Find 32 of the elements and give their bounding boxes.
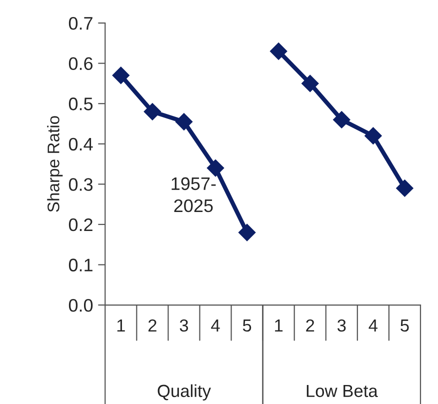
y-tick-label: 0.6: [68, 57, 93, 70]
x-tick-label: 1: [117, 320, 125, 332]
point: [302, 74, 319, 92]
x-tick-label: 3: [180, 319, 188, 332]
text: Low Beta: [306, 384, 378, 398]
x-tick-label: 4: [211, 320, 220, 332]
annotation: 1957- 2025: [172, 177, 216, 212]
point: [144, 103, 161, 120]
y-tick-label: 0.1: [68, 258, 92, 272]
point: [238, 224, 256, 242]
x-tick-label: 5: [400, 320, 409, 332]
x-tick-label: 2: [148, 319, 156, 332]
point: [175, 113, 193, 130]
point: [112, 66, 130, 84]
x-tick-label: 5: [242, 320, 252, 332]
point: [270, 42, 288, 60]
x-tick-label: 4: [368, 320, 378, 332]
y-tick-label: 0.3: [68, 178, 93, 191]
point: [206, 160, 224, 177]
y-tick-label: 0.5: [68, 98, 93, 110]
y-tick-label: 0.7: [68, 16, 92, 30]
point: [364, 127, 382, 144]
point: [396, 180, 414, 197]
y-tick-label: 0.0: [68, 298, 93, 312]
y-axis-title: Sharpe Ratio: [47, 116, 63, 212]
x-tick-label: 3: [337, 319, 346, 332]
point: [333, 111, 350, 128]
x-tick-label: 2: [306, 319, 314, 332]
y-tick-label: 0.2: [68, 218, 92, 232]
x-tick-label: 1: [275, 320, 283, 332]
y-tick-label: 0.4: [68, 138, 93, 151]
text: Quality: [158, 384, 211, 401]
